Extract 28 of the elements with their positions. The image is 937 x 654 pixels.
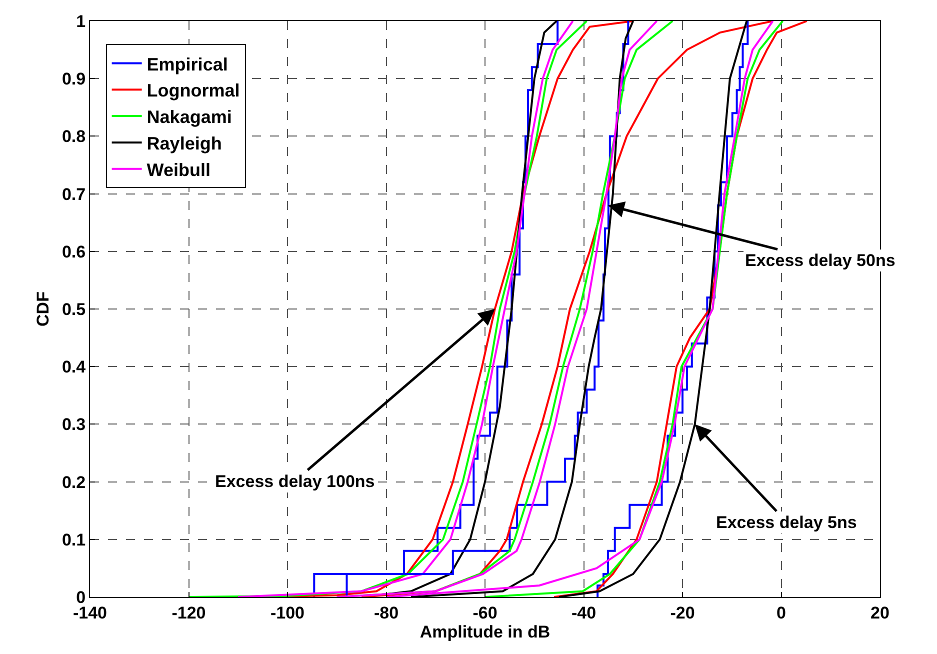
- y-tick-label: 0.1: [62, 530, 86, 550]
- legend-label: Rayleigh: [146, 133, 222, 154]
- y-tick-label: 0.7: [62, 184, 86, 204]
- legend-label: Nakagami: [146, 107, 232, 128]
- legend-label: Empirical: [146, 54, 228, 74]
- x-axis-title: Amplitude in dB: [420, 622, 550, 642]
- y-tick-label: 0.4: [62, 358, 86, 377]
- y-tick-label: 0.2: [62, 472, 86, 492]
- y-tick-label: 0.3: [62, 415, 86, 434]
- y-tick-label: 0.6: [62, 242, 86, 262]
- y-tick-label: 1: [76, 12, 86, 31]
- x-tick-label: -60: [472, 603, 498, 622]
- annotation: Excess delay 50ns: [745, 251, 896, 270]
- annotation: Excess delay 100ns: [215, 472, 375, 491]
- y-tick-label: 0.8: [62, 127, 86, 146]
- x-tick-label: -120: [172, 603, 206, 622]
- y-axis-title: CDF: [34, 292, 53, 326]
- x-tick-label: -20: [670, 603, 695, 622]
- legend-label: Lognormal: [146, 80, 240, 101]
- x-tick-label: -80: [374, 603, 399, 622]
- x-tick-label: 0: [776, 603, 786, 622]
- annotation: Excess delay 5ns: [716, 513, 857, 532]
- x-tick-label: 20: [870, 603, 890, 622]
- y-tick-label: 0.5: [62, 300, 86, 319]
- x-tick-label: -100: [270, 603, 305, 622]
- y-tick-label: 0.9: [62, 70, 86, 89]
- legend-label: Weibull: [146, 160, 210, 180]
- x-tick-label: -40: [571, 603, 596, 622]
